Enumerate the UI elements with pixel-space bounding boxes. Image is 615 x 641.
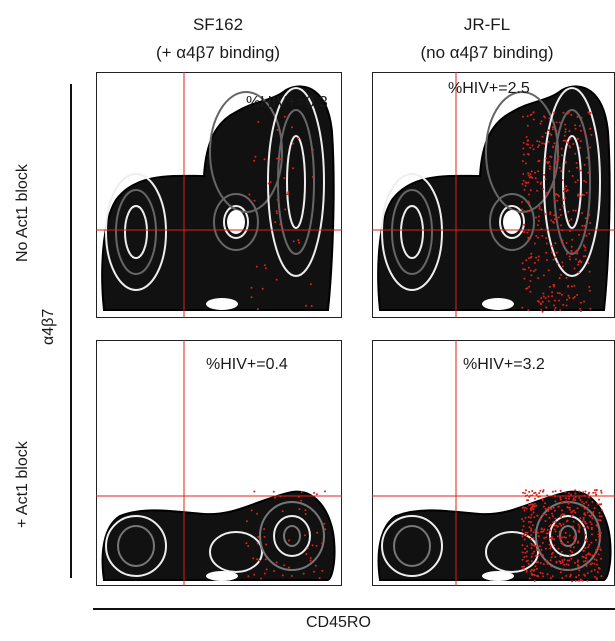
hiv-percent-label: %HIV+=3.2 xyxy=(463,356,545,373)
panel-sf162-no-act1 xyxy=(96,72,342,318)
contour-plot xyxy=(372,340,615,586)
column-title-subtitle: (+ α4β7 binding) xyxy=(155,43,281,62)
column-title-name: JR-FL xyxy=(463,15,511,34)
contour-population xyxy=(101,490,336,581)
contour-outline xyxy=(101,490,336,581)
hiv-percent-label: %HIV+=2.5 xyxy=(448,80,530,97)
contour-outline xyxy=(101,85,335,311)
column-title-sf162: SF162 (+ α4β7 binding) xyxy=(96,14,340,64)
row-label-act1: + Act1 block xyxy=(14,441,31,528)
panel-jrfl-act1 xyxy=(372,340,615,586)
contour-plot xyxy=(96,72,342,318)
contour-hole xyxy=(227,210,245,234)
contour-population xyxy=(101,85,335,311)
y-axis-label: α4β7 xyxy=(40,308,57,345)
hiv-percent-label: %HIV+=0.4 xyxy=(206,356,288,373)
contour-plot xyxy=(372,72,615,318)
y-axis-line xyxy=(70,84,72,578)
contour-hole xyxy=(482,298,514,310)
contour-plot xyxy=(96,340,342,586)
contour-hole xyxy=(206,298,238,310)
hiv-percent-label: %HIV+=0.3 xyxy=(246,94,328,111)
contour-outline xyxy=(377,85,611,311)
hiv-positive-events xyxy=(521,111,593,313)
x-axis-line xyxy=(93,608,615,610)
panel-jrfl-no-act1 xyxy=(372,72,615,318)
panel-sf162-act1 xyxy=(96,340,342,586)
hiv-positive-events xyxy=(248,115,314,311)
contour-hole xyxy=(206,571,238,581)
hiv-positive-events xyxy=(521,489,603,583)
column-title-name: SF162 xyxy=(192,15,244,34)
contour-hole xyxy=(482,571,514,581)
contour-population xyxy=(377,85,611,311)
column-title-jrfl: JR-FL (no α4β7 binding) xyxy=(372,14,602,64)
x-axis-label: CD45RO xyxy=(306,614,371,631)
row-label-no-act1: No Act1 block xyxy=(14,164,31,262)
column-title-subtitle: (no α4β7 binding) xyxy=(420,43,554,62)
contour-hole xyxy=(503,210,521,234)
